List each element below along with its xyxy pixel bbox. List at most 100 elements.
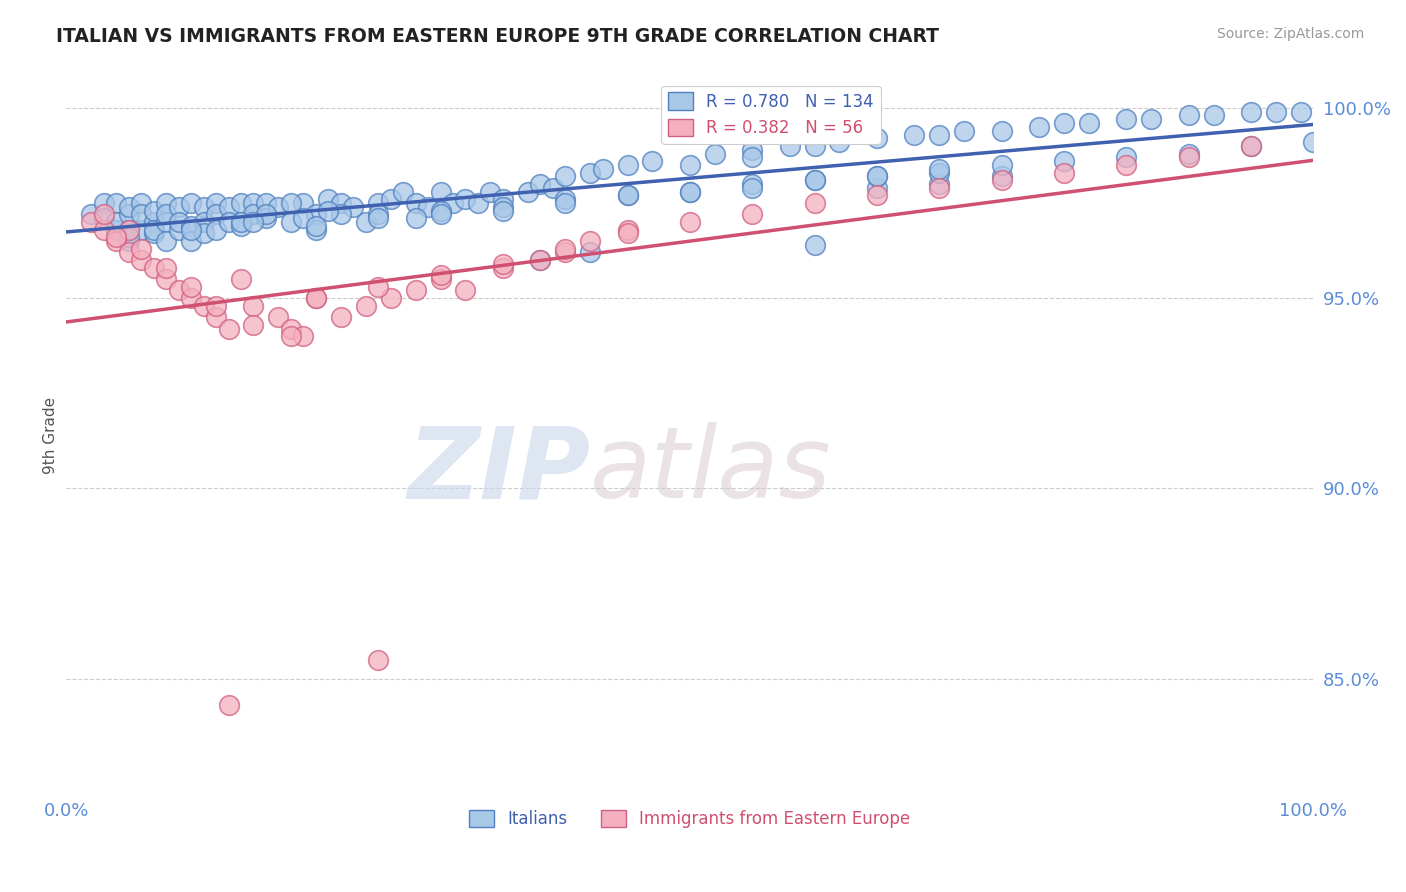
- Point: [242, 299, 264, 313]
- Point: [554, 196, 576, 211]
- Point: [405, 284, 427, 298]
- Point: [155, 234, 177, 248]
- Point: [142, 203, 165, 218]
- Point: [305, 291, 328, 305]
- Point: [267, 200, 290, 214]
- Point: [579, 234, 602, 248]
- Point: [1177, 150, 1199, 164]
- Point: [129, 253, 152, 268]
- Point: [129, 222, 152, 236]
- Point: [155, 272, 177, 286]
- Point: [155, 260, 177, 275]
- Point: [218, 200, 240, 214]
- Point: [229, 272, 252, 286]
- Point: [741, 180, 763, 194]
- Point: [803, 173, 825, 187]
- Point: [554, 169, 576, 184]
- Point: [479, 185, 502, 199]
- Point: [367, 652, 389, 666]
- Point: [803, 237, 825, 252]
- Point: [105, 234, 128, 248]
- Point: [142, 222, 165, 236]
- Point: [229, 196, 252, 211]
- Point: [454, 284, 477, 298]
- Point: [1289, 104, 1312, 119]
- Point: [529, 253, 551, 268]
- Point: [80, 207, 103, 221]
- Point: [142, 260, 165, 275]
- Point: [429, 272, 451, 286]
- Point: [305, 207, 328, 221]
- Point: [1140, 112, 1163, 127]
- Point: [105, 196, 128, 211]
- Point: [679, 215, 702, 229]
- Point: [242, 318, 264, 332]
- Point: [828, 135, 851, 149]
- Point: [118, 230, 141, 244]
- Point: [1053, 116, 1076, 130]
- Point: [93, 196, 115, 211]
- Point: [167, 200, 190, 214]
- Point: [741, 143, 763, 157]
- Point: [142, 227, 165, 241]
- Point: [679, 185, 702, 199]
- Point: [990, 169, 1012, 184]
- Point: [1202, 108, 1225, 122]
- Point: [280, 196, 302, 211]
- Point: [429, 203, 451, 218]
- Point: [105, 230, 128, 244]
- Point: [180, 279, 202, 293]
- Point: [292, 196, 315, 211]
- Point: [1115, 150, 1137, 164]
- Point: [242, 196, 264, 211]
- Point: [429, 185, 451, 199]
- Point: [155, 215, 177, 229]
- Point: [218, 321, 240, 335]
- Point: [529, 177, 551, 191]
- Point: [492, 200, 515, 214]
- Point: [254, 211, 277, 226]
- Point: [990, 173, 1012, 187]
- Point: [305, 222, 328, 236]
- Point: [218, 215, 240, 229]
- Point: [779, 139, 801, 153]
- Point: [155, 196, 177, 211]
- Point: [866, 180, 889, 194]
- Point: [118, 222, 141, 236]
- Point: [416, 200, 439, 214]
- Point: [467, 196, 489, 211]
- Point: [679, 158, 702, 172]
- Y-axis label: 9th Grade: 9th Grade: [44, 396, 58, 474]
- Point: [492, 192, 515, 206]
- Point: [554, 192, 576, 206]
- Point: [1302, 135, 1324, 149]
- Point: [903, 128, 925, 142]
- Point: [280, 321, 302, 335]
- Point: [554, 242, 576, 256]
- Point: [380, 291, 402, 305]
- Point: [129, 242, 152, 256]
- Point: [93, 222, 115, 236]
- Point: [1177, 146, 1199, 161]
- Point: [242, 207, 264, 221]
- Point: [305, 219, 328, 233]
- Point: [254, 196, 277, 211]
- Point: [441, 196, 464, 211]
- Point: [167, 284, 190, 298]
- Text: atlas: atlas: [591, 422, 832, 519]
- Point: [329, 196, 352, 211]
- Point: [405, 211, 427, 226]
- Point: [866, 169, 889, 184]
- Point: [129, 207, 152, 221]
- Point: [990, 124, 1012, 138]
- Point: [292, 211, 315, 226]
- Point: [305, 291, 328, 305]
- Point: [180, 291, 202, 305]
- Point: [316, 192, 339, 206]
- Text: ITALIAN VS IMMIGRANTS FROM EASTERN EUROPE 9TH GRADE CORRELATION CHART: ITALIAN VS IMMIGRANTS FROM EASTERN EUROP…: [56, 27, 939, 45]
- Point: [592, 161, 614, 176]
- Point: [579, 165, 602, 179]
- Point: [242, 215, 264, 229]
- Point: [492, 257, 515, 271]
- Point: [205, 299, 228, 313]
